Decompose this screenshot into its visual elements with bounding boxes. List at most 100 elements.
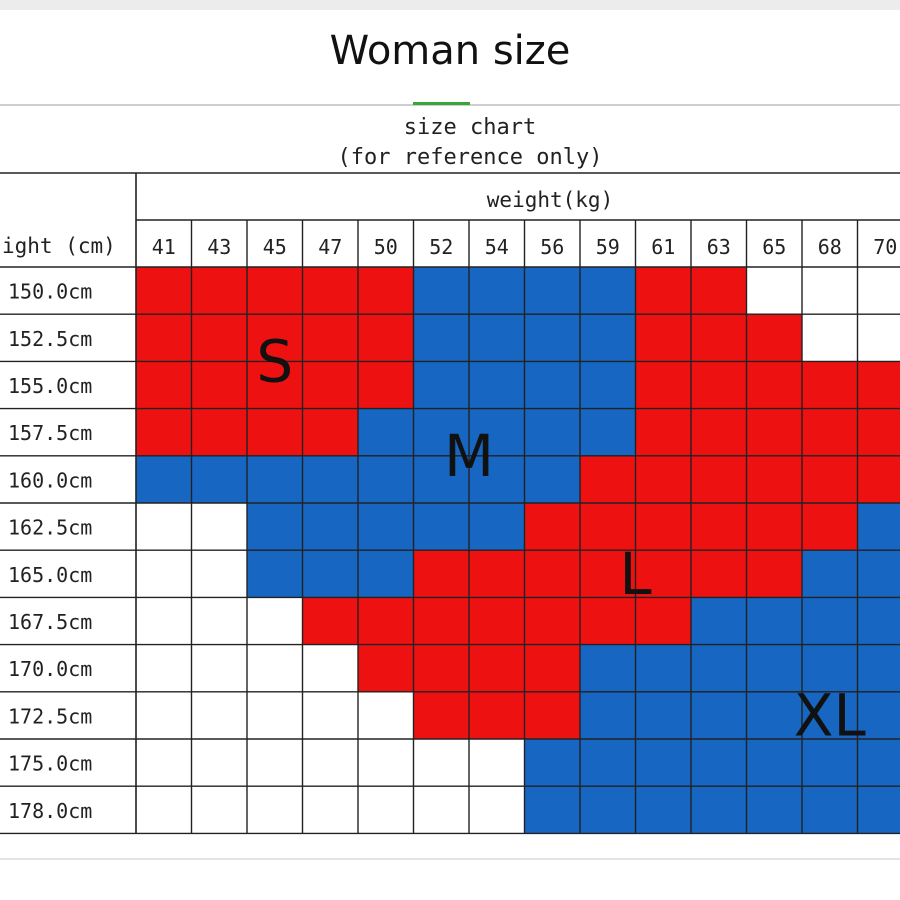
cell-172.5cm-52-L (413, 691, 469, 739)
cell-167.5cm-68-XL (802, 597, 858, 645)
cell-172.5cm-61-XL (635, 691, 691, 739)
page-title: Woman size (329, 28, 571, 74)
height-tick-label: 160.0cm (8, 468, 92, 492)
cell-178.0cm-59-XL (580, 786, 636, 834)
cell-170.0cm-68-XL (802, 644, 858, 692)
cell-165.0cm-68-XL (802, 550, 858, 598)
cell-155.0cm-63-L (691, 361, 747, 409)
title-accent-bar (413, 102, 470, 105)
cell-165.0cm-59-L (580, 550, 636, 598)
cell-155.0cm-50-S (358, 361, 414, 409)
cell-162.5cm-61-L (635, 503, 691, 551)
cell-150.0cm-68 (802, 267, 858, 315)
cell-170.0cm-56-L (524, 644, 580, 692)
cell-165.0cm-56-L (524, 550, 580, 598)
cell-155.0cm-45-S (247, 361, 303, 409)
cell-170.0cm-54-L (469, 644, 525, 692)
cell-150.0cm-41-S (136, 267, 192, 315)
cell-150.0cm-61-L (635, 267, 691, 315)
cell-152.5cm-65-L (746, 314, 802, 362)
cell-157.5cm-45-S (247, 408, 303, 456)
cell-157.5cm-56-M (524, 408, 580, 456)
cell-162.5cm-70-XL (857, 503, 900, 551)
cell-165.0cm-61-L (635, 550, 691, 598)
cell-172.5cm-54-L (469, 691, 525, 739)
weight-tick-label: 63 (707, 235, 731, 259)
cell-175.0cm-45 (247, 739, 303, 787)
cell-178.0cm-61-XL (635, 786, 691, 834)
cell-162.5cm-50-M (358, 503, 414, 551)
cell-155.0cm-61-L (635, 361, 691, 409)
cell-155.0cm-52-M (413, 361, 469, 409)
height-tick-label: 172.5cm (8, 704, 92, 728)
cell-172.5cm-45 (247, 691, 303, 739)
cell-175.0cm-63-XL (691, 739, 747, 787)
cell-150.0cm-50-S (358, 267, 414, 315)
cell-178.0cm-68-XL (802, 786, 858, 834)
cell-152.5cm-61-L (635, 314, 691, 362)
cell-165.0cm-70-XL (857, 550, 900, 598)
cell-150.0cm-63-L (691, 267, 747, 315)
cell-170.0cm-47 (302, 644, 358, 692)
weight-tick-label: 54 (485, 235, 509, 259)
cell-178.0cm-45 (247, 786, 303, 834)
weight-tick-label: 41 (152, 235, 176, 259)
cell-167.5cm-50-L (358, 597, 414, 645)
weight-tick-label: 45 (263, 235, 287, 259)
cell-157.5cm-63-L (691, 408, 747, 456)
cell-160.0cm-45-M (247, 455, 303, 503)
height-tick-label: 165.0cm (8, 563, 92, 587)
cells-layer (136, 267, 900, 834)
cell-162.5cm-56-L (524, 503, 580, 551)
height-tick-label: 155.0cm (8, 374, 92, 398)
cell-155.0cm-47-S (302, 361, 358, 409)
labels-layer: size chart (for reference only) weight(k… (2, 115, 897, 823)
cell-152.5cm-41-S (136, 314, 192, 362)
cell-162.5cm-41 (136, 503, 192, 551)
cell-155.0cm-43-S (191, 361, 247, 409)
cell-152.5cm-68 (802, 314, 858, 362)
cell-175.0cm-70-XL (857, 739, 900, 787)
height-tick-label: 152.5cm (8, 327, 92, 351)
cell-170.0cm-65-XL (746, 644, 802, 692)
cell-167.5cm-52-L (413, 597, 469, 645)
height-tick-label: 170.0cm (8, 657, 92, 681)
height-tick-label: 178.0cm (8, 799, 92, 823)
cell-178.0cm-70-XL (857, 786, 900, 834)
cell-157.5cm-43-S (191, 408, 247, 456)
cell-175.0cm-65-XL (746, 739, 802, 787)
weight-tick-label: 52 (429, 235, 453, 259)
chart-title: size chart (404, 115, 536, 140)
cell-157.5cm-70-L (857, 408, 900, 456)
cell-175.0cm-61-XL (635, 739, 691, 787)
cell-162.5cm-47-M (302, 503, 358, 551)
cell-162.5cm-63-L (691, 503, 747, 551)
cell-150.0cm-70 (857, 267, 900, 315)
cell-172.5cm-59-XL (580, 691, 636, 739)
cell-175.0cm-50 (358, 739, 414, 787)
cell-150.0cm-56-M (524, 267, 580, 315)
height-tick-label: 162.5cm (8, 516, 92, 540)
cell-170.0cm-41 (136, 644, 192, 692)
cell-165.0cm-63-L (691, 550, 747, 598)
size-label-m: M (444, 422, 494, 490)
cell-172.5cm-47 (302, 691, 358, 739)
cell-175.0cm-56-XL (524, 739, 580, 787)
cell-150.0cm-43-S (191, 267, 247, 315)
cell-167.5cm-70-XL (857, 597, 900, 645)
cell-157.5cm-52-M (413, 408, 469, 456)
cell-155.0cm-59-M (580, 361, 636, 409)
cell-162.5cm-43 (191, 503, 247, 551)
title-divider (0, 104, 900, 106)
cell-152.5cm-43-S (191, 314, 247, 362)
cell-160.0cm-52-M (413, 455, 469, 503)
cell-157.5cm-59-M (580, 408, 636, 456)
cell-152.5cm-50-S (358, 314, 414, 362)
cell-155.0cm-54-M (469, 361, 525, 409)
height-tick-label: 175.0cm (8, 752, 92, 776)
cell-152.5cm-63-L (691, 314, 747, 362)
cell-167.5cm-56-L (524, 597, 580, 645)
cell-157.5cm-41-S (136, 408, 192, 456)
cell-170.0cm-63-XL (691, 644, 747, 692)
